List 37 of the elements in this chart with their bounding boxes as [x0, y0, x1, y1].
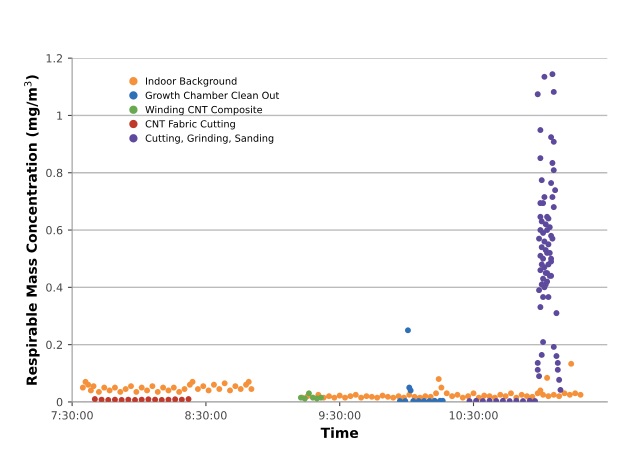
- y-tick-label: 0.4: [46, 283, 62, 292]
- point: [306, 390, 312, 396]
- y-tick-label: 1: [57, 112, 62, 120]
- legend-label: Indoor Background: [146, 77, 236, 87]
- point: [98, 396, 105, 402]
- legend-label: Winding CNT Composite: [145, 106, 262, 116]
- point: [145, 396, 152, 402]
- x-tick-label: 8:30:00: [185, 411, 227, 420]
- point: [112, 396, 118, 402]
- point: [186, 396, 192, 402]
- legend-label: CNT Fabric Cutting: [146, 120, 235, 130]
- x-axis-title: Time: [320, 427, 358, 438]
- point: [404, 327, 411, 334]
- y-tick-label: 0.8: [46, 168, 62, 178]
- y-tick-label: 0: [56, 398, 62, 406]
- point: [105, 396, 112, 402]
- point: [178, 396, 185, 402]
- point: [118, 396, 125, 402]
- legend-label: Cutting, Grinding, Sanding: [146, 134, 274, 144]
- point: [92, 396, 98, 402]
- point: [152, 396, 158, 402]
- y-tick-label: 0.6: [46, 226, 62, 234]
- point: [125, 396, 132, 402]
- point: [158, 396, 165, 402]
- y-tick-label: 0.2: [46, 340, 62, 350]
- point: [172, 396, 178, 402]
- point: [166, 396, 172, 402]
- x-tick-label: 9:30:00: [318, 411, 360, 420]
- point: [138, 396, 145, 402]
- x-tick-label: 10:30:00: [450, 411, 498, 420]
- y-axis-title: Respirable Mass Concentration (mg/m$^{3}$): [24, 75, 40, 385]
- x-tick-label: 7:30:00: [52, 411, 93, 420]
- point: [318, 394, 324, 401]
- y-tick-label: 1.2: [46, 54, 62, 62]
- point: [132, 396, 138, 402]
- point: [408, 388, 414, 394]
- legend-label: Growth Chamber Clean Out: [146, 91, 280, 100]
